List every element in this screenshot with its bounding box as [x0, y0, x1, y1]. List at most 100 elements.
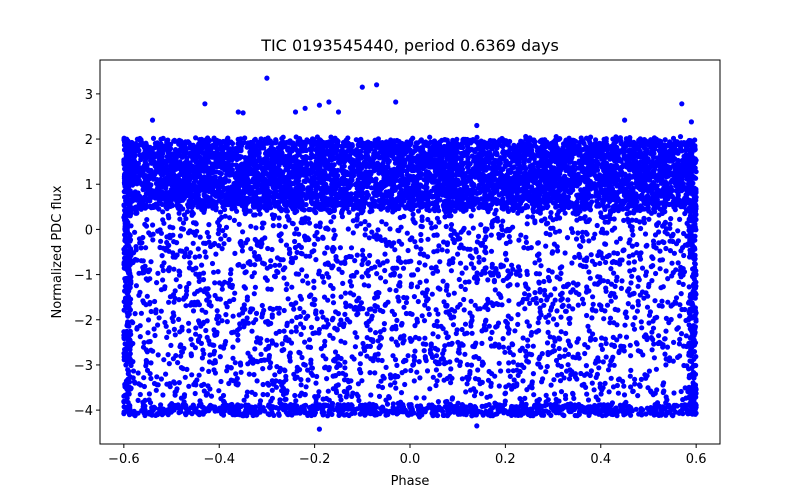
data-point [500, 150, 506, 156]
data-point [429, 193, 435, 199]
data-point [288, 194, 294, 200]
data-point [326, 162, 332, 168]
data-point [318, 138, 324, 144]
data-point [553, 134, 559, 140]
data-point [258, 144, 264, 150]
data-point [162, 166, 168, 172]
data-point [320, 159, 326, 166]
data-point [328, 134, 334, 140]
data-point [293, 203, 299, 209]
data-point [279, 136, 285, 142]
data-point [669, 177, 675, 183]
data-point [677, 144, 684, 150]
data-point [148, 182, 154, 188]
data-point [366, 162, 372, 168]
data-point [463, 160, 469, 166]
data-point [296, 183, 302, 189]
data-point [363, 157, 369, 163]
data-point [645, 194, 651, 200]
data-point [343, 204, 349, 210]
data-point [533, 169, 539, 175]
data-point [605, 203, 611, 209]
data-point [654, 196, 660, 202]
data-point [339, 143, 345, 149]
data-point [588, 134, 594, 140]
data-point [226, 158, 232, 164]
data-point [425, 198, 431, 204]
data-point [257, 157, 263, 163]
data-point [484, 166, 490, 172]
data-point [212, 174, 218, 180]
data-point [642, 178, 648, 184]
data-point [672, 156, 678, 162]
data-point [335, 138, 341, 144]
data-point [538, 154, 545, 160]
data-point [413, 202, 419, 209]
data-point [241, 140, 247, 146]
data-point [364, 194, 370, 200]
data-point [524, 203, 531, 209]
data-point [237, 147, 243, 153]
data-point [415, 193, 421, 199]
data-point [383, 167, 389, 174]
data-point [508, 169, 514, 175]
data-point [433, 199, 439, 205]
data-point [158, 136, 164, 142]
data-point [633, 191, 639, 197]
data-point [185, 204, 192, 210]
data-point [455, 177, 461, 183]
data-point [623, 205, 630, 211]
data-point [293, 134, 299, 140]
chart-title: TIC 0193545440, period 0.6369 days [260, 36, 559, 55]
data-point [220, 193, 226, 199]
data-point [242, 135, 248, 141]
data-point [594, 176, 600, 182]
data-point [594, 203, 600, 209]
data-point [159, 171, 165, 177]
data-point [219, 200, 225, 206]
data-point [364, 189, 370, 196]
data-point [192, 175, 198, 181]
data-point [435, 193, 441, 199]
data-point [629, 174, 636, 180]
data-point [635, 146, 641, 152]
data-point [176, 137, 182, 143]
data-point [641, 152, 647, 158]
data-point [358, 155, 364, 161]
data-point [348, 156, 354, 162]
data-point [235, 136, 241, 142]
data-point [520, 206, 526, 212]
data-point [636, 177, 642, 183]
data-point [570, 137, 576, 143]
data-point [648, 162, 654, 168]
data-point [604, 147, 610, 153]
data-point [184, 155, 190, 161]
data-point [447, 160, 453, 166]
data-point [291, 154, 297, 160]
data-point [340, 170, 346, 176]
data-point [649, 199, 655, 205]
data-point [680, 197, 687, 203]
data-point [463, 206, 469, 213]
data-point [157, 198, 163, 204]
data-point [161, 158, 167, 164]
data-point [484, 140, 490, 146]
data-point [525, 141, 531, 147]
data-point [584, 167, 590, 173]
data-point [378, 169, 384, 175]
data-point [229, 140, 236, 147]
data-point [283, 167, 289, 173]
data-point [471, 138, 477, 144]
data-point [678, 140, 684, 146]
data-point [587, 150, 593, 156]
data-point [613, 157, 620, 163]
data-point [427, 134, 433, 140]
data-point [193, 135, 199, 141]
data-point [677, 134, 684, 140]
data-point [221, 186, 227, 193]
data-point [492, 151, 498, 157]
data-point [443, 137, 449, 143]
scatter-points [121, 75, 699, 432]
data-point [472, 188, 478, 194]
